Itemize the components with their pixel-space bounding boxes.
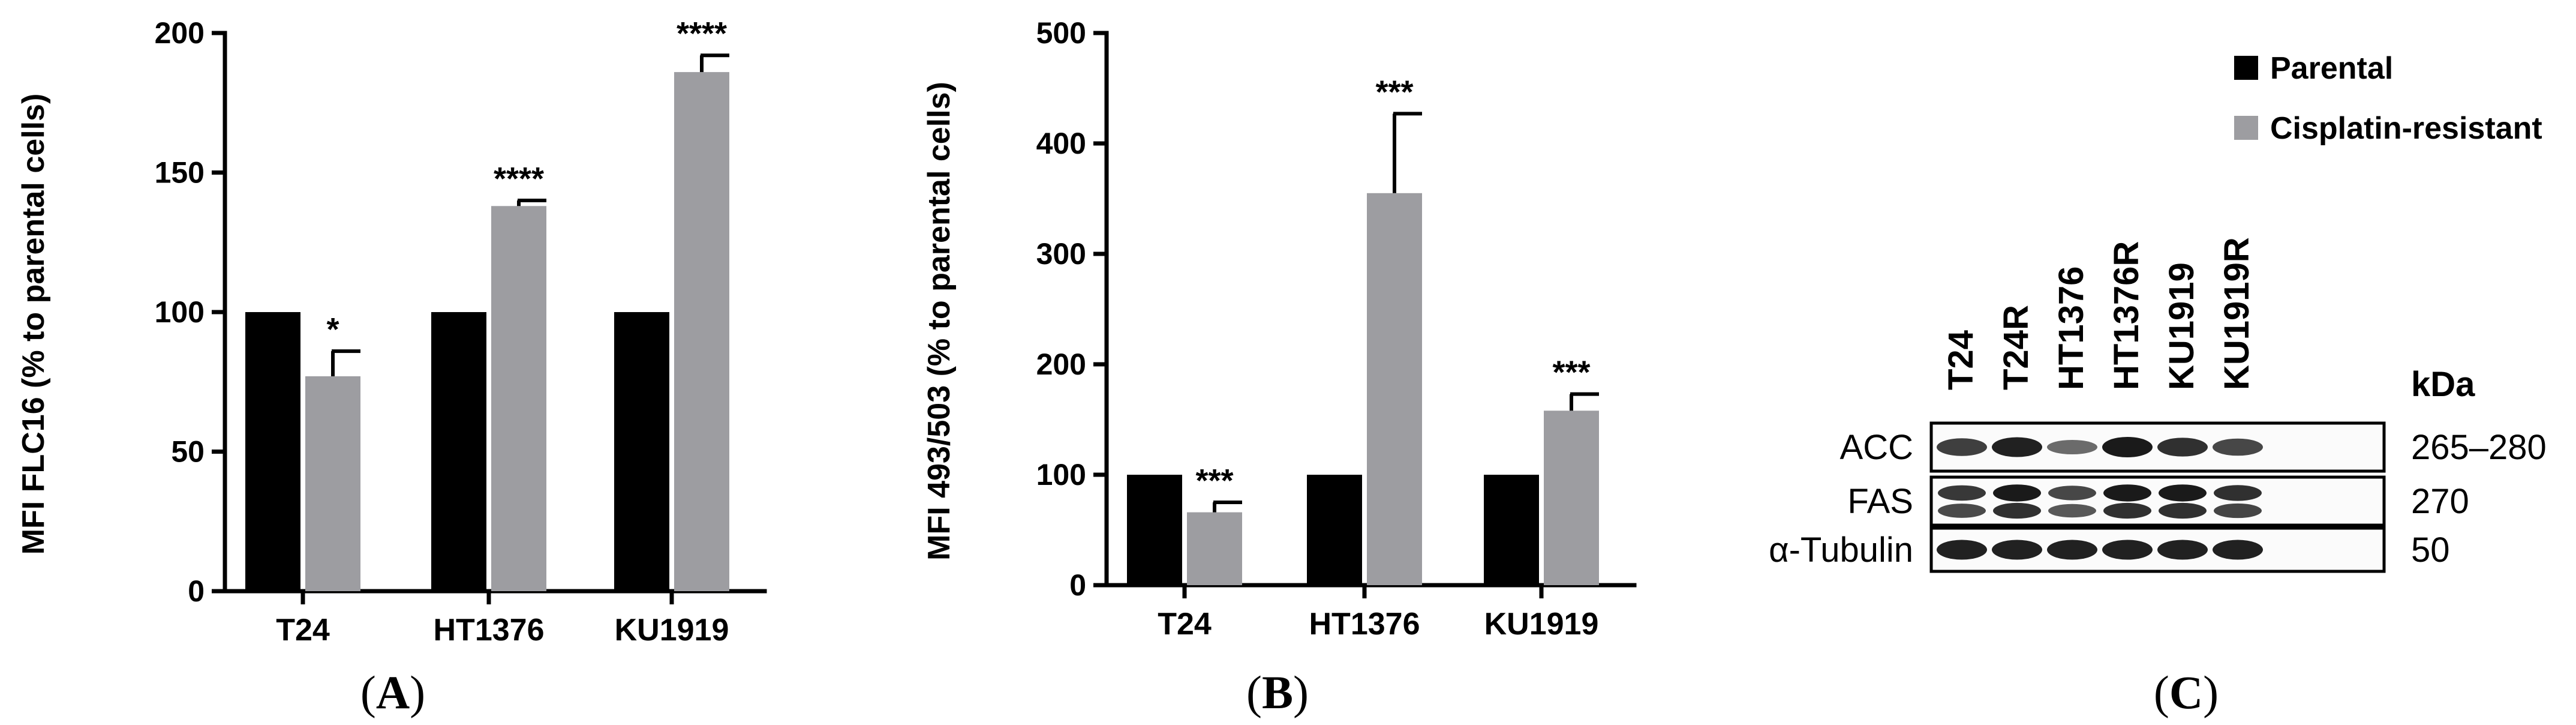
protein-label: α-Tubulin	[1769, 531, 1913, 570]
bar-resistant	[305, 376, 360, 591]
lane-label: KU1919R	[2217, 237, 2256, 390]
x-tick-label: KU1919	[615, 613, 729, 648]
lane-label: HT1376R	[2107, 241, 2146, 390]
x-tick-label: HT1376	[434, 613, 545, 648]
blot-band	[2103, 484, 2151, 502]
bar-parental	[1307, 475, 1362, 585]
kda-header: kDa	[2411, 365, 2475, 404]
y-tick-label: 0	[188, 574, 205, 608]
y-tick-label: 500	[1036, 16, 1086, 50]
y-axis-label-b: MFI 493/503 (% to parental cells)	[922, 82, 957, 561]
y-tick-label: 200	[155, 16, 205, 50]
blot-band	[2102, 540, 2153, 560]
blot-band	[2213, 540, 2263, 560]
protein-label: ACC	[1840, 428, 1913, 467]
protein-label: FAS	[1847, 482, 1913, 521]
blot-band	[1992, 540, 2042, 560]
y-tick-label: 200	[1036, 347, 1086, 381]
y-tick-label: 100	[1036, 458, 1086, 492]
blot-band	[2102, 437, 2153, 457]
lane-label: HT1376	[2052, 266, 2091, 390]
blot-band	[2047, 439, 2097, 455]
significance-label: ***	[1375, 74, 1413, 110]
blot-band	[2159, 484, 2207, 502]
legend: Parental Cisplatin-resistant	[2234, 51, 2542, 146]
significance-label: ****	[677, 16, 727, 52]
lane-label: T24	[1941, 330, 1980, 390]
blot-band	[2047, 540, 2097, 560]
blot-band	[1993, 502, 2041, 519]
bar-parental	[1127, 475, 1182, 585]
bar-resistant	[1544, 411, 1599, 585]
blot-band	[2048, 486, 2096, 501]
kda-label: 270	[2411, 482, 2469, 521]
y-axis-label-a: MFI FLC16 (% to parental cells)	[16, 94, 51, 555]
panel-label-c: (C)	[2154, 666, 2219, 718]
legend-swatch	[2234, 116, 2258, 140]
blot-band	[2213, 438, 2263, 456]
western-blot: T24 T24R HT1376 HT1376R KU1919 KU1919R kDa ACC 2…	[1769, 237, 2547, 573]
significance-label: *	[326, 311, 339, 347]
bar-parental	[1484, 475, 1539, 585]
blot-band	[1938, 485, 1986, 501]
significance-label: ***	[1552, 355, 1590, 391]
blot-band	[1993, 484, 2041, 502]
chart-a: MFI FLC16 (% to parental cells) 0 50 100 15…	[16, 16, 767, 648]
blot-band	[1937, 540, 1987, 560]
panel-label-b: (B)	[1246, 666, 1309, 718]
x-tick-label: T24	[276, 613, 330, 648]
kda-label: 50	[2411, 531, 2450, 570]
y-tick-label: 50	[171, 435, 205, 469]
blot-band	[2157, 438, 2208, 457]
significance-label: ***	[1195, 463, 1233, 499]
x-tick-label: T24	[1158, 607, 1212, 642]
blot-band	[2159, 502, 2207, 519]
y-tick-label: 150	[155, 156, 205, 190]
bar-resistant	[674, 72, 729, 592]
blot-band	[2048, 504, 2096, 518]
blot-band	[1992, 437, 2042, 457]
blot-band	[1938, 504, 1986, 518]
y-tick-label: 0	[1069, 568, 1086, 602]
x-tick-label: KU1919	[1484, 607, 1599, 642]
blot-band	[2214, 485, 2262, 501]
bar-resistant	[491, 206, 546, 591]
panel-letter-c: C	[2169, 666, 2203, 718]
legend-label: Parental	[2270, 51, 2393, 86]
blot-band	[2103, 502, 2151, 519]
y-tick-label: 400	[1036, 127, 1086, 160]
lane-label: T24R	[1997, 305, 2036, 390]
y-tick-label: 300	[1036, 237, 1086, 271]
bar-parental	[614, 312, 669, 591]
bar-parental	[245, 312, 300, 591]
significance-label: ****	[494, 161, 544, 197]
panel-letter-b: B	[1262, 666, 1293, 718]
bar-resistant	[1367, 193, 1422, 585]
legend-label: Cisplatin-resistant	[2270, 111, 2542, 146]
bar-parental	[431, 312, 486, 591]
legend-swatch	[2234, 56, 2258, 80]
blot-band	[2214, 503, 2262, 519]
x-tick-label: HT1376	[1309, 607, 1420, 642]
panel-label-a: (A)	[360, 666, 425, 718]
bar-resistant	[1187, 512, 1242, 585]
y-tick-label: 100	[155, 295, 205, 329]
chart-b: MFI 493/503 (% to parental cells) 0 100 20…	[922, 16, 1637, 642]
panel-letter-a: A	[376, 666, 410, 718]
lane-label: KU1919	[2162, 262, 2201, 390]
kda-label: 265–280	[2411, 428, 2547, 467]
blot-band	[1937, 438, 1987, 456]
blot-band	[2157, 540, 2208, 560]
blot-strip	[1929, 475, 2386, 527]
